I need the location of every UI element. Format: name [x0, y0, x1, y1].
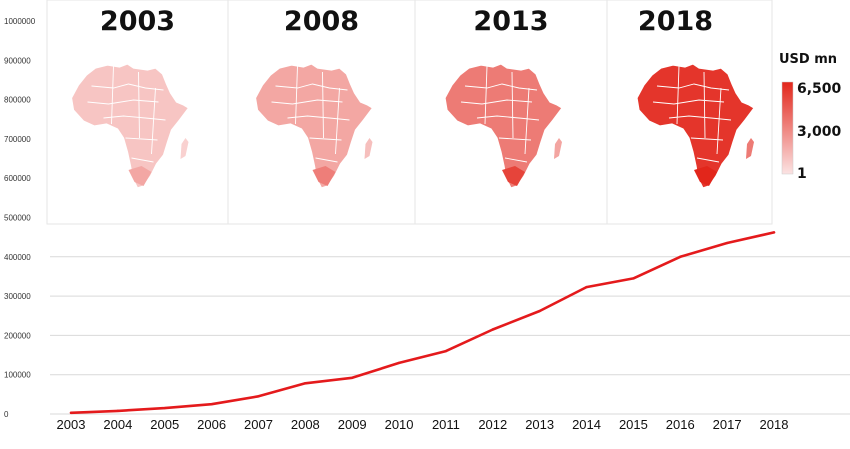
africa-shape — [444, 63, 563, 189]
x-tick-label: 2017 — [713, 417, 742, 432]
south-africa-region — [128, 166, 152, 186]
data-point — [163, 406, 166, 410]
x-tick-label: 2009 — [338, 417, 367, 432]
series-points — [69, 231, 776, 415]
y-tick-label: 1000000 — [4, 17, 36, 26]
madagascar-shape — [554, 138, 562, 159]
data-point — [491, 328, 494, 331]
south-africa-region — [312, 166, 336, 186]
x-tick-label: 2016 — [666, 417, 695, 432]
map-panel-2013: 2013 — [414, 0, 608, 225]
south-africa-region — [502, 166, 525, 186]
x-tick-label: 2005 — [150, 417, 179, 432]
panel-title: 2003 — [100, 6, 175, 37]
data-point — [69, 411, 73, 415]
madagascar-shape — [746, 138, 754, 159]
madagascar-shape — [180, 138, 189, 159]
y-tick-label: 700000 — [4, 135, 31, 144]
x-tick-label: 2014 — [572, 417, 601, 432]
africa-shape — [70, 63, 190, 189]
x-tick-label: 2008 — [291, 417, 320, 432]
data-point — [538, 309, 541, 313]
africa-shape — [636, 63, 755, 189]
legend: USD mn 6,500 3,000 1 — [779, 52, 842, 182]
panel-title: 2008 — [284, 6, 359, 37]
map-panel-2018: 2018 — [606, 0, 773, 225]
data-point — [725, 241, 729, 245]
africa-map — [70, 63, 190, 189]
legend-label-low: 1 — [797, 166, 807, 182]
x-tick-label: 2007 — [244, 417, 273, 432]
gridlines — [50, 256, 850, 415]
data-point — [257, 395, 260, 398]
africa-shape — [254, 63, 374, 189]
data-point — [679, 255, 682, 258]
legend-colorbar — [781, 81, 794, 175]
map-panel-2008: 2008 — [227, 0, 416, 225]
madagascar-shape — [364, 138, 373, 159]
africa-map — [444, 63, 563, 189]
x-axis-ticks: 2003 2004 2005 2006 2007 2008 2009 2010 2011 2012… — [57, 417, 789, 432]
panel-title: 2013 — [473, 6, 548, 37]
country-borders — [460, 65, 540, 163]
y-tick-label: 400000 — [4, 253, 31, 262]
x-tick-label: 2011 — [432, 417, 460, 432]
legend-title: USD mn — [779, 52, 837, 67]
country-borders — [87, 65, 166, 163]
x-tick-label: 2013 — [525, 417, 554, 432]
y-tick-label: 0 — [4, 410, 9, 419]
data-point — [116, 409, 120, 413]
data-point — [304, 382, 307, 385]
y-tick-label: 200000 — [4, 331, 31, 340]
map-panel-2003: 2003 — [46, 0, 229, 225]
africa-map — [636, 63, 755, 189]
x-tick-label: 2012 — [478, 417, 507, 432]
y-tick-label: 800000 — [4, 96, 31, 105]
panel-title: 2018 — [638, 6, 713, 37]
data-point — [210, 402, 213, 406]
y-tick-label: 300000 — [4, 292, 31, 301]
country-borders — [271, 65, 350, 163]
x-tick-label: 2010 — [385, 417, 414, 432]
y-tick-label: 600000 — [4, 174, 31, 183]
country-borders — [652, 65, 732, 163]
data-point — [351, 376, 354, 380]
y-axis-ticks: 0 100000 200000 300000 400000 500000 600000 700… — [4, 17, 36, 419]
x-tick-label: 2018 — [760, 417, 789, 432]
y-tick-label: 500000 — [4, 214, 31, 223]
africa-map — [254, 63, 374, 189]
south-africa-region — [694, 166, 717, 186]
data-point — [444, 349, 448, 353]
data-point — [772, 231, 776, 234]
series-line — [69, 231, 776, 415]
y-tick-label: 900000 — [4, 56, 31, 65]
data-point — [397, 361, 401, 365]
y-tick-label: 100000 — [4, 371, 31, 380]
legend-label-high: 6,500 — [797, 81, 842, 97]
data-point — [632, 277, 635, 280]
map-panels: 2003 2008 2013 2018 — [46, 0, 773, 225]
x-tick-label: 2015 — [619, 417, 648, 432]
x-tick-label: 2003 — [57, 417, 86, 432]
legend-label-mid: 3,000 — [797, 124, 842, 140]
data-point — [585, 285, 588, 289]
x-tick-label: 2006 — [197, 417, 226, 432]
x-tick-label: 2004 — [103, 417, 132, 432]
